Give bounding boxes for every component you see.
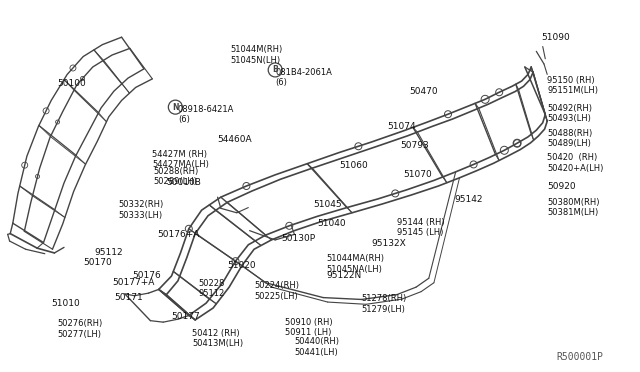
- Text: 51040: 51040: [317, 219, 346, 228]
- Text: N: N: [172, 103, 179, 112]
- Text: 54427M (RH)
54427MA(LH): 54427M (RH) 54427MA(LH): [152, 150, 209, 169]
- Text: 51010: 51010: [51, 299, 80, 308]
- Text: 95144 (RH)
95145 (LH): 95144 (RH) 95145 (LH): [397, 218, 444, 237]
- Text: 50288(RH)
50289(LH): 50288(RH) 50289(LH): [154, 167, 199, 186]
- Text: 50177: 50177: [172, 312, 200, 321]
- Text: R500001P: R500001P: [557, 352, 604, 362]
- Text: 51045: 51045: [314, 200, 342, 209]
- Text: 50176+A: 50176+A: [157, 230, 199, 239]
- Text: 50171: 50171: [114, 293, 143, 302]
- Text: 50228
95112: 50228 95112: [198, 279, 225, 298]
- Text: 54460A: 54460A: [218, 135, 252, 144]
- Text: 50910 (RH)
50911 (LH): 50910 (RH) 50911 (LH): [285, 318, 332, 337]
- Text: 50470: 50470: [410, 87, 438, 96]
- Text: 51020: 51020: [227, 262, 256, 270]
- Text: 51278(RH)
51279(LH): 51278(RH) 51279(LH): [362, 294, 407, 314]
- Text: 51060: 51060: [339, 161, 368, 170]
- Text: 51074: 51074: [387, 122, 416, 131]
- Text: 50380M(RH)
50381M(LH): 50380M(RH) 50381M(LH): [547, 198, 600, 217]
- Text: 50100: 50100: [58, 79, 86, 88]
- Text: 50010B: 50010B: [166, 178, 201, 187]
- Text: 50440(RH)
50441(LH): 50440(RH) 50441(LH): [294, 337, 339, 357]
- Text: 95122N: 95122N: [326, 271, 362, 280]
- Text: 51070: 51070: [403, 170, 432, 179]
- Text: 50177+A: 50177+A: [112, 278, 154, 287]
- Text: 081B4-2061A
(6): 081B4-2061A (6): [275, 68, 332, 87]
- Text: 08918-6421A
(6): 08918-6421A (6): [178, 105, 234, 124]
- Text: 50492(RH)
50493(LH): 50492(RH) 50493(LH): [547, 104, 592, 123]
- Text: 51090: 51090: [541, 33, 570, 42]
- Text: 50420  (RH)
50420+A(LH): 50420 (RH) 50420+A(LH): [547, 153, 604, 173]
- Text: 50793: 50793: [400, 141, 429, 150]
- Text: 95112: 95112: [95, 248, 124, 257]
- Text: 95150 (RH)
95151M(LH): 95150 (RH) 95151M(LH): [547, 76, 598, 95]
- Text: 50332(RH)
50333(LH): 50332(RH) 50333(LH): [118, 200, 164, 219]
- Text: B: B: [273, 65, 278, 74]
- Text: 50412 (RH)
50413M(LH): 50412 (RH) 50413M(LH): [192, 329, 243, 348]
- Text: 51044MA(RH)
51045NA(LH): 51044MA(RH) 51045NA(LH): [326, 254, 385, 274]
- Text: 50276(RH)
50277(LH): 50276(RH) 50277(LH): [58, 319, 103, 339]
- Text: 51044M(RH)
51045N(LH): 51044M(RH) 51045N(LH): [230, 45, 283, 65]
- Text: 50920: 50920: [547, 182, 576, 191]
- Text: 95132X: 95132X: [371, 239, 406, 248]
- Text: 50130P: 50130P: [282, 234, 316, 243]
- Text: 50224(RH)
50225(LH): 50224(RH) 50225(LH): [255, 281, 300, 301]
- Text: 50170: 50170: [83, 258, 112, 267]
- Text: 50176: 50176: [132, 271, 161, 280]
- Text: 95142: 95142: [454, 195, 483, 203]
- Text: 50488(RH)
50489(LH): 50488(RH) 50489(LH): [547, 129, 593, 148]
